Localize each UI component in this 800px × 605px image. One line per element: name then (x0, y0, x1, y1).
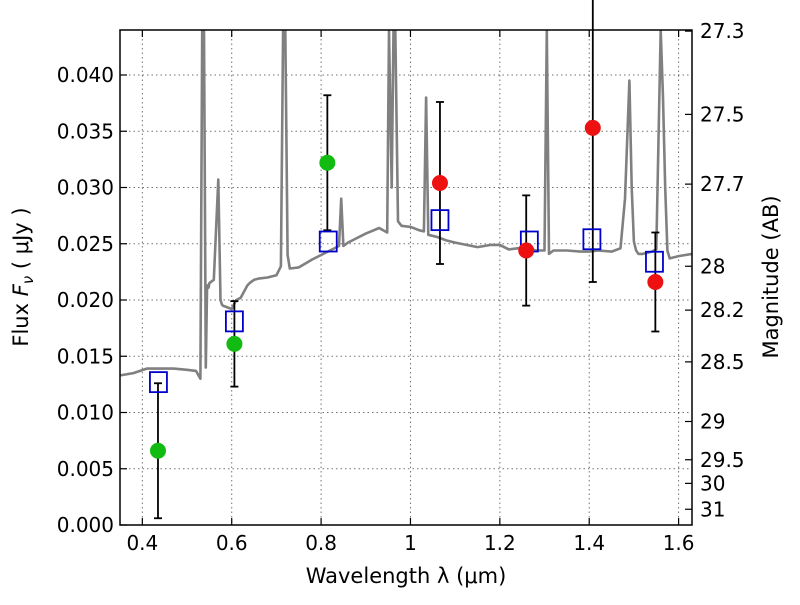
green-point (319, 154, 336, 171)
y2-tick-label: 27.5 (700, 102, 745, 126)
x-axis-label: Wavelength λ (μm) (306, 564, 507, 588)
y2-tick-label: 27.3 (700, 19, 745, 43)
y2-tick-label: 30 (700, 471, 725, 495)
y-tick-label: 0.015 (57, 344, 114, 368)
sed-spectrum (120, 30, 692, 381)
x-tick-label: 0.8 (305, 531, 337, 555)
red-point (518, 242, 535, 259)
y-axis-label-subscript: ν (19, 276, 37, 284)
y-axis-label-symbol: F (9, 283, 33, 296)
y-tick-label: 0.020 (57, 288, 114, 312)
red-point (584, 119, 601, 136)
y-axis-label-unit: ( μJy ) (9, 207, 33, 275)
y2-tick-label: 28 (700, 254, 725, 278)
y2-tick-label: 31 (700, 497, 725, 521)
plot-frame (119, 29, 693, 526)
x-tick-label: 0.6 (216, 531, 248, 555)
ticks (120, 30, 692, 526)
red-point (431, 175, 448, 191)
model-square (149, 371, 168, 394)
x-tick-label: 0.4 (126, 531, 158, 555)
red-point (647, 274, 664, 290)
y-tick-label: 0.005 (57, 457, 114, 481)
tick-labels: 0.4 0.6 0.8 1 1.2 1.4 1.6 0.000 0.005 0.010 0.015 0… (57, 19, 745, 555)
y-axis-label: Flux Fν ( μJy ) (9, 207, 37, 346)
y2-tick-label: 29 (700, 410, 725, 434)
x-tick-label: 1 (404, 531, 417, 555)
y2-tick-label: 28.2 (700, 298, 745, 322)
green-point (149, 442, 166, 459)
error-bars (153, 0, 660, 520)
green-point (226, 335, 243, 352)
y-tick-label: 0.035 (57, 119, 114, 143)
model-square (318, 230, 338, 253)
y-tick-label: 0.030 (57, 176, 114, 200)
model-square (430, 209, 450, 232)
y2-axis-label: Magnitude (AB) (759, 195, 783, 358)
x-tick-label: 1.6 (663, 531, 695, 555)
y-tick-label: 0.025 (57, 232, 114, 256)
data-markers (149, 119, 664, 459)
model-square (582, 228, 602, 251)
x-tick-label: 1.4 (573, 531, 605, 555)
y-tick-label: 0.010 (57, 401, 114, 425)
y-tick-label: 0.040 (57, 63, 114, 87)
y-axis-label-prefix: Flux (9, 296, 33, 346)
y2-tick-label: 28.5 (700, 350, 745, 374)
model-square (645, 250, 664, 273)
y2-tick-label: 27.7 (700, 172, 745, 196)
y-tick-label: 0.000 (57, 513, 114, 537)
model-square (224, 310, 244, 333)
sed-line (120, 30, 692, 381)
y2-tick-label: 29.5 (700, 448, 745, 472)
x-tick-label: 1.2 (484, 531, 516, 555)
